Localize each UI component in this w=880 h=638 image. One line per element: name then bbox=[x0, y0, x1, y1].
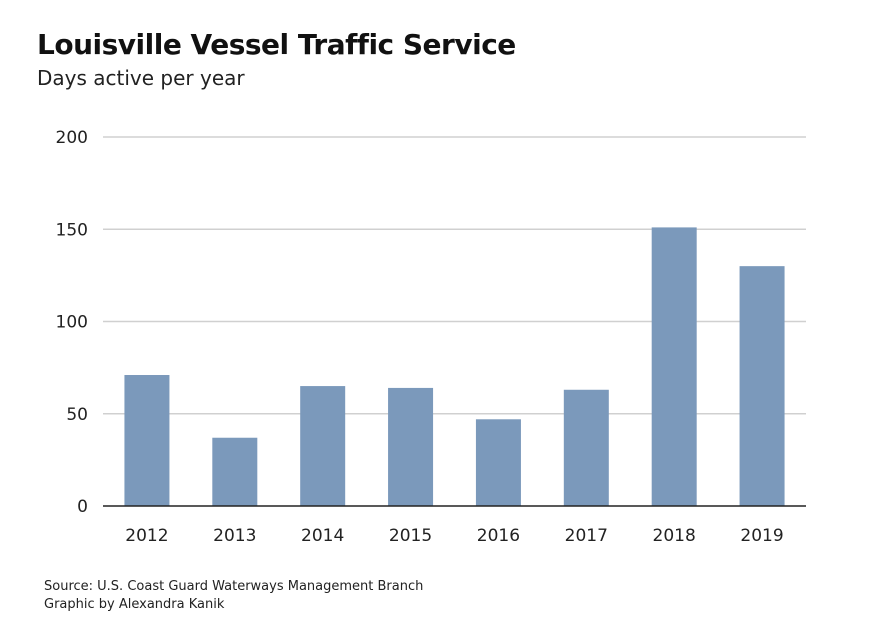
x-tick-label: 2019 bbox=[740, 526, 783, 546]
y-tick-label: 200 bbox=[56, 128, 88, 148]
x-tick-label: 2018 bbox=[653, 526, 696, 546]
x-tick-label: 2015 bbox=[389, 526, 432, 546]
bar-2015 bbox=[388, 387, 434, 506]
bar-2018 bbox=[651, 227, 697, 506]
chart-subtitle: Days active per year bbox=[37, 66, 245, 90]
x-tick-label: 2013 bbox=[213, 526, 256, 546]
y-tick-label: 50 bbox=[66, 405, 88, 425]
bar-2013 bbox=[212, 437, 258, 506]
y-tick-label: 0 bbox=[77, 497, 88, 517]
bar-2014 bbox=[300, 386, 346, 506]
source-note: Source: U.S. Coast Guard Waterways Manag… bbox=[44, 579, 424, 594]
x-tick-label: 2017 bbox=[565, 526, 608, 546]
y-tick-label: 100 bbox=[56, 313, 88, 333]
bar-2016 bbox=[475, 419, 521, 506]
x-tick-label: 2016 bbox=[477, 526, 520, 546]
credit-note: Graphic by Alexandra Kanik bbox=[44, 597, 225, 612]
bar-2012 bbox=[124, 375, 170, 506]
bar-2017 bbox=[563, 389, 609, 506]
y-tick-label: 150 bbox=[56, 220, 88, 240]
chart-title: Louisville Vessel Traffic Service bbox=[37, 28, 516, 61]
x-tick-label: 2014 bbox=[301, 526, 344, 546]
bar-2019 bbox=[739, 266, 785, 506]
x-tick-label: 2012 bbox=[125, 526, 168, 546]
